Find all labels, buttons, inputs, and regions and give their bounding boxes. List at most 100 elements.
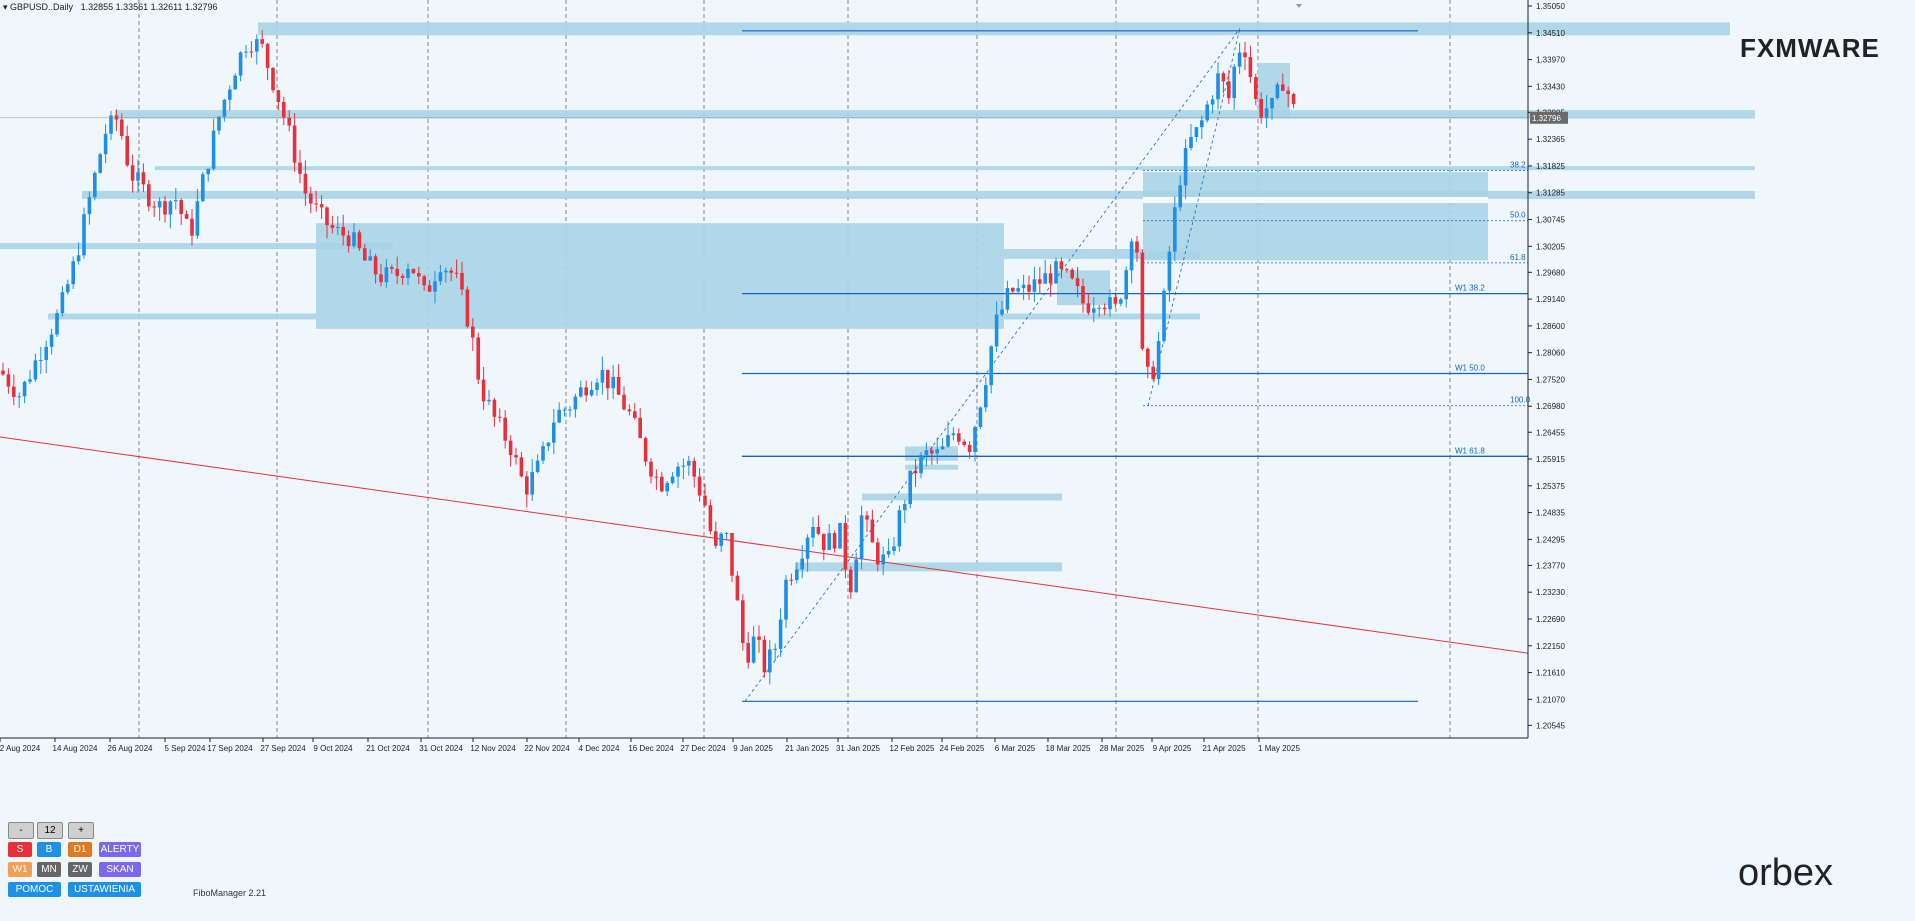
symbol-timeframe: GBPUSD..Daily xyxy=(10,2,74,12)
alerts-button[interactable]: ALERTY xyxy=(99,842,141,857)
candle-body xyxy=(865,515,869,520)
candle-body xyxy=(600,369,605,383)
candle-body xyxy=(838,523,842,549)
candle-body xyxy=(1270,98,1274,109)
candle-body xyxy=(319,204,324,208)
candle-body xyxy=(892,546,896,551)
candle-body xyxy=(1291,93,1296,104)
d1-button[interactable]: D1 xyxy=(68,842,92,857)
candle-body xyxy=(773,648,777,650)
x-tick-label: 9 Apr 2025 xyxy=(1153,744,1192,753)
zone-box xyxy=(795,562,1062,572)
sell-button[interactable]: S xyxy=(8,842,32,857)
candle-body xyxy=(400,275,405,279)
candle-body xyxy=(579,387,583,397)
x-tick-label: 17 Sep 2024 xyxy=(207,744,253,753)
candle-body xyxy=(568,409,572,411)
y-tick-label: 1.29140 xyxy=(1536,295,1565,304)
y-tick-label: 1.24835 xyxy=(1536,509,1565,518)
candle-body xyxy=(379,274,383,283)
candle-body xyxy=(1005,288,1010,310)
help-button[interactable]: POMOC xyxy=(8,882,61,897)
candle-body xyxy=(1151,366,1155,380)
y-tick-label: 1.26980 xyxy=(1536,402,1565,411)
candle-body xyxy=(422,276,426,286)
y-tick-label: 1.32365 xyxy=(1536,135,1565,144)
x-tick-label: 26 Aug 2024 xyxy=(108,744,153,753)
x-tick-label: 31 Oct 2024 xyxy=(419,744,463,753)
candle-body xyxy=(1016,288,1020,292)
candle-body xyxy=(552,422,556,443)
candle-body xyxy=(967,444,972,452)
candle-body xyxy=(152,206,156,208)
candle-body xyxy=(913,470,918,474)
weekly-level-label: W1 38.2 xyxy=(1455,284,1485,293)
zone-box xyxy=(0,243,393,250)
candle-body xyxy=(1167,251,1172,291)
chevron-down-icon[interactable]: ▾ xyxy=(3,2,8,12)
candle-body xyxy=(962,441,966,445)
candle-body xyxy=(217,116,221,131)
candle-body xyxy=(1011,288,1015,292)
candle-body xyxy=(697,476,702,496)
decrease-button[interactable]: - xyxy=(8,822,34,839)
candle-body xyxy=(373,256,378,275)
candle-body xyxy=(444,270,448,273)
candle-body xyxy=(17,396,21,398)
candle-body xyxy=(1146,348,1150,367)
orbex-logo: orbex xyxy=(1738,852,1834,894)
candle-body xyxy=(589,389,594,396)
candle-body xyxy=(163,201,167,215)
candle-body xyxy=(951,433,956,436)
zone-box xyxy=(1004,249,1145,259)
candle-body xyxy=(525,476,529,495)
x-tick-label: 27 Sep 2024 xyxy=(260,744,306,753)
candle-body xyxy=(849,569,853,593)
y-tick-label: 1.28600 xyxy=(1536,322,1565,331)
candle-body xyxy=(66,284,70,293)
fib-level-label: 61.8 xyxy=(1510,253,1526,262)
candle-body xyxy=(535,460,540,472)
y-tick-label: 1.23230 xyxy=(1536,588,1565,597)
candle-body xyxy=(649,461,653,477)
zw-button[interactable]: ZW xyxy=(68,862,92,877)
candle-body xyxy=(519,457,524,477)
candle-body xyxy=(1092,308,1096,313)
candle-body xyxy=(1108,297,1112,310)
value-field[interactable]: 12 xyxy=(37,822,63,839)
zone-gap xyxy=(1143,196,1488,203)
x-tick-label: 24 Feb 2025 xyxy=(940,744,985,753)
candle-body xyxy=(325,207,329,226)
candle-body xyxy=(1189,136,1193,149)
candle-body xyxy=(433,281,437,292)
scan-button[interactable]: SKAN xyxy=(99,862,141,877)
y-tick-label: 1.24295 xyxy=(1536,535,1565,544)
candle-body xyxy=(255,39,259,52)
candle-body xyxy=(924,450,929,456)
candle-body xyxy=(735,575,740,601)
w1-button[interactable]: W1 xyxy=(8,862,32,877)
x-tick-label: 12 Nov 2024 xyxy=(470,744,516,753)
candle-body xyxy=(1000,309,1004,315)
candle-body xyxy=(1178,185,1182,208)
candle-body xyxy=(703,495,707,506)
candle-body xyxy=(292,125,297,163)
candle-body xyxy=(1200,120,1204,128)
candle-body xyxy=(298,162,302,174)
candle-body xyxy=(76,255,81,262)
candle-body xyxy=(390,267,394,269)
candle-body xyxy=(1162,290,1166,341)
increase-button[interactable]: + xyxy=(68,822,94,839)
candle-body xyxy=(1065,269,1069,271)
candle-body xyxy=(984,385,988,408)
candle-body xyxy=(330,225,335,228)
x-tick-label: 9 Oct 2024 xyxy=(313,744,353,753)
candle-body xyxy=(125,135,129,166)
candle-body xyxy=(768,649,772,673)
mn-button[interactable]: MN xyxy=(37,862,61,877)
buy-button[interactable]: B xyxy=(37,842,61,857)
candle-body xyxy=(643,438,648,462)
settings-button[interactable]: USTAWIENIA xyxy=(68,882,141,897)
candle-body xyxy=(157,201,162,208)
y-tick-label: 1.29680 xyxy=(1536,268,1565,277)
